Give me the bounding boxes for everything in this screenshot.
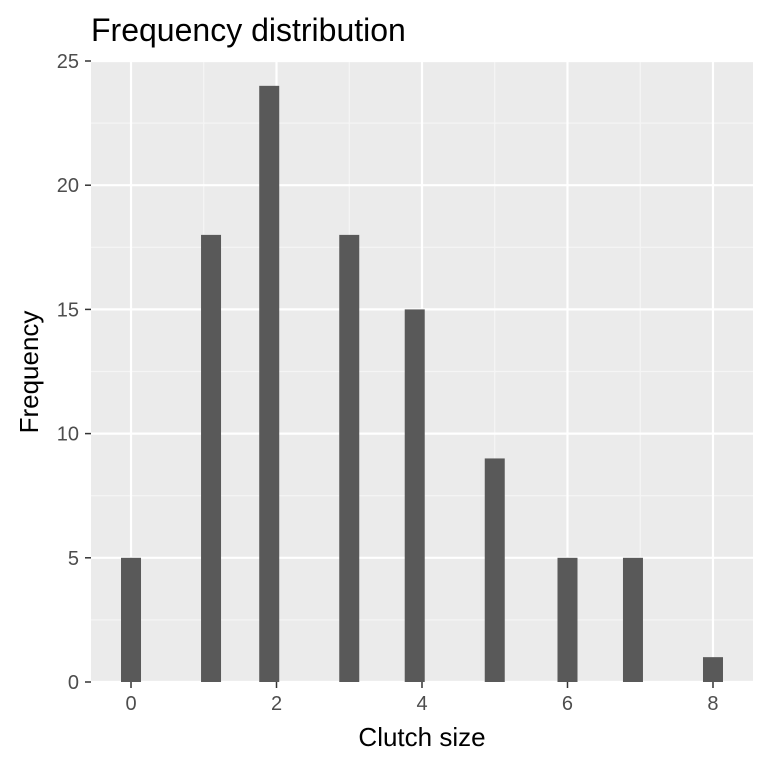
y-tick-label: 25 <box>57 51 79 73</box>
bar <box>484 458 505 682</box>
y-tick-label: 5 <box>68 548 79 570</box>
x-tick-label: 2 <box>271 693 282 715</box>
bar <box>259 85 280 683</box>
y-tick-label: 15 <box>57 299 79 321</box>
y-tick-label: 20 <box>57 175 79 197</box>
x-tick-label: 0 <box>125 693 136 715</box>
bar <box>404 309 425 682</box>
x-tick-label: 6 <box>562 693 573 715</box>
y-tick-label: 0 <box>68 672 79 694</box>
x-tick-label: 8 <box>707 693 718 715</box>
axis-ticks: 0 5 10 15 20 25 0 2 4 6 8 <box>57 51 719 715</box>
y-axis-title: Frequency <box>14 311 44 434</box>
y-tick-label: 10 <box>57 424 79 446</box>
bar <box>702 657 723 682</box>
x-tick-label: 4 <box>416 693 427 715</box>
chart-title: Frequency distribution <box>91 12 406 48</box>
bar <box>622 557 643 682</box>
bar <box>201 234 222 682</box>
bar <box>121 557 142 682</box>
bar <box>339 234 360 682</box>
x-axis-title: Clutch size <box>358 722 485 752</box>
bar <box>557 557 578 682</box>
bars <box>121 85 723 683</box>
